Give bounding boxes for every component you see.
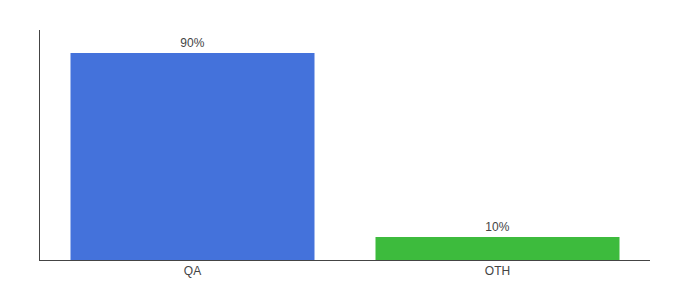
- svg-text:90%: 90%: [180, 36, 204, 50]
- svg-text:QA: QA: [184, 264, 201, 278]
- svg-text:10%: 10%: [485, 220, 509, 234]
- svg-text:OTH: OTH: [485, 264, 510, 278]
